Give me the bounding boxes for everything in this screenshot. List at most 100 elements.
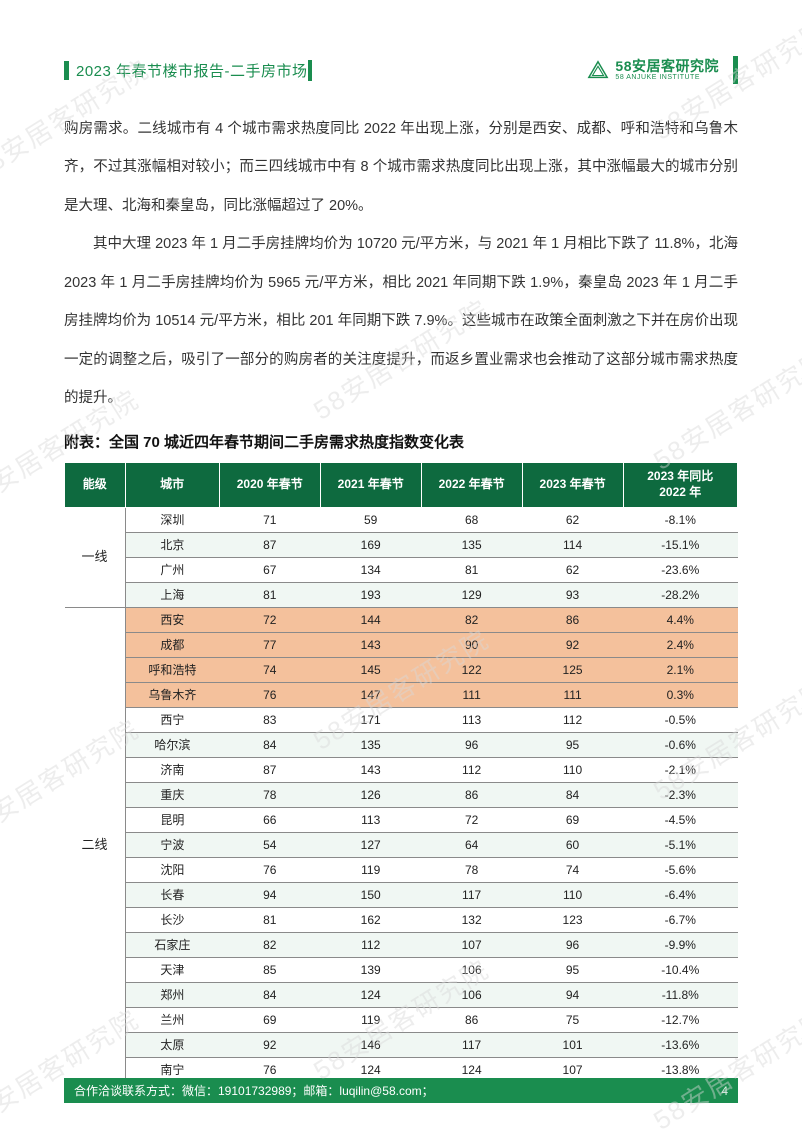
table-row: 广州671348162-23.6% bbox=[65, 557, 738, 582]
value-cell: 162 bbox=[320, 907, 421, 932]
value-cell: 62 bbox=[522, 557, 623, 582]
table-header: 能级 城市 2020 年春节 2021 年春节 2022 年春节 2023 年春… bbox=[65, 463, 738, 507]
value-cell: 76 bbox=[219, 857, 320, 882]
value-cell: 127 bbox=[320, 832, 421, 857]
value-cell: 114 bbox=[522, 532, 623, 557]
value-cell: 95 bbox=[522, 957, 623, 982]
value-cell: 124 bbox=[320, 982, 421, 1007]
value-cell: -13.6% bbox=[623, 1032, 737, 1057]
value-cell: -8.1% bbox=[623, 507, 737, 532]
value-cell: 119 bbox=[320, 1007, 421, 1032]
table-row: 重庆781268684-2.3% bbox=[65, 782, 738, 807]
value-cell: 112 bbox=[320, 932, 421, 957]
value-cell: 81 bbox=[421, 557, 522, 582]
value-cell: 85 bbox=[219, 957, 320, 982]
table-row: 西宁83171113112-0.5% bbox=[65, 707, 738, 732]
value-cell: 86 bbox=[522, 607, 623, 632]
city-cell: 郑州 bbox=[125, 982, 219, 1007]
footer-contact: 合作洽谈联系方式：微信：19101732989；邮箱：luqilin@58.co… bbox=[74, 1082, 434, 1099]
value-cell: 69 bbox=[219, 1007, 320, 1032]
value-cell: 92 bbox=[522, 632, 623, 657]
value-cell: 72 bbox=[421, 807, 522, 832]
value-cell: 2.4% bbox=[623, 632, 737, 657]
value-cell: 139 bbox=[320, 957, 421, 982]
brand-sub: 58 ANJUKE INSTITUTE bbox=[615, 74, 719, 81]
value-cell: 72 bbox=[219, 607, 320, 632]
value-cell: -10.4% bbox=[623, 957, 737, 982]
value-cell: 112 bbox=[421, 757, 522, 782]
brand-text: 58安居客研究院 58 ANJUKE INSTITUTE bbox=[615, 59, 719, 81]
table-row: 长沙81162132123-6.7% bbox=[65, 907, 738, 932]
table-row: 宁波541276460-5.1% bbox=[65, 832, 738, 857]
value-cell: 110 bbox=[522, 882, 623, 907]
value-cell: -0.6% bbox=[623, 732, 737, 757]
brand-main: 58安居客研究院 bbox=[615, 59, 719, 73]
value-cell: 132 bbox=[421, 907, 522, 932]
value-cell: 71 bbox=[219, 507, 320, 532]
value-cell: 143 bbox=[320, 757, 421, 782]
city-cell: 乌鲁木齐 bbox=[125, 682, 219, 707]
value-cell: 59 bbox=[320, 507, 421, 532]
footer-bar: 合作洽谈联系方式：微信：19101732989；邮箱：luqilin@58.co… bbox=[64, 1078, 738, 1103]
value-cell: 111 bbox=[421, 682, 522, 707]
col-yoy: 2023 年同比 2022 年 bbox=[623, 463, 737, 507]
value-cell: 82 bbox=[421, 607, 522, 632]
city-cell: 兰州 bbox=[125, 1007, 219, 1032]
value-cell: 90 bbox=[421, 632, 522, 657]
value-cell: 171 bbox=[320, 707, 421, 732]
city-cell: 呼和浩特 bbox=[125, 657, 219, 682]
value-cell: 107 bbox=[421, 932, 522, 957]
value-cell: 81 bbox=[219, 907, 320, 932]
table-row: 二线西安7214482864.4% bbox=[65, 607, 738, 632]
city-cell: 重庆 bbox=[125, 782, 219, 807]
page-footer: 合作洽谈联系方式：微信：19101732989；邮箱：luqilin@58.co… bbox=[0, 1078, 802, 1103]
col-2022: 2022 年春节 bbox=[421, 463, 522, 507]
city-cell: 石家庄 bbox=[125, 932, 219, 957]
value-cell: 82 bbox=[219, 932, 320, 957]
col-tier: 能级 bbox=[65, 463, 126, 507]
report-title: 2023 年春节楼市报告-二手房市场 bbox=[76, 60, 308, 81]
value-cell: -6.7% bbox=[623, 907, 737, 932]
city-cell: 太原 bbox=[125, 1032, 219, 1057]
value-cell: 4.4% bbox=[623, 607, 737, 632]
table-title: 附表：全国 70 城近四年春节期间二手房需求热度指数变化表 bbox=[64, 431, 738, 452]
city-cell: 沈阳 bbox=[125, 857, 219, 882]
value-cell: 76 bbox=[219, 682, 320, 707]
value-cell: 75 bbox=[522, 1007, 623, 1032]
value-cell: 96 bbox=[522, 932, 623, 957]
table-row: 一线深圳71596862-8.1% bbox=[65, 507, 738, 532]
value-cell: 77 bbox=[219, 632, 320, 657]
city-cell: 天津 bbox=[125, 957, 219, 982]
value-cell: 101 bbox=[522, 1032, 623, 1057]
brand-accent-bar bbox=[733, 56, 738, 84]
triangle-icon bbox=[587, 59, 609, 81]
city-cell: 长春 bbox=[125, 882, 219, 907]
value-cell: 93 bbox=[522, 582, 623, 607]
value-cell: 117 bbox=[421, 1032, 522, 1057]
value-cell: 60 bbox=[522, 832, 623, 857]
paragraph-1: 购房需求。二线城市有 4 个城市需求热度同比 2022 年出现上涨，分别是西安、… bbox=[64, 110, 738, 225]
city-cell: 北京 bbox=[125, 532, 219, 557]
value-cell: 144 bbox=[320, 607, 421, 632]
value-cell: -0.5% bbox=[623, 707, 737, 732]
paragraph-2: 其中大理 2023 年 1 月二手房挂牌均价为 10720 元/平方米，与 20… bbox=[64, 225, 738, 417]
table-row: 呼和浩特741451221252.1% bbox=[65, 657, 738, 682]
table-row: 沈阳761197874-5.6% bbox=[65, 857, 738, 882]
value-cell: 145 bbox=[320, 657, 421, 682]
value-cell: 117 bbox=[421, 882, 522, 907]
table-row: 济南87143112110-2.1% bbox=[65, 757, 738, 782]
value-cell: 119 bbox=[320, 857, 421, 882]
value-cell: -2.1% bbox=[623, 757, 737, 782]
header-accent-bar bbox=[64, 61, 69, 80]
value-cell: -9.9% bbox=[623, 932, 737, 957]
col-city: 城市 bbox=[125, 463, 219, 507]
value-cell: 67 bbox=[219, 557, 320, 582]
value-cell: -2.3% bbox=[623, 782, 737, 807]
value-cell: 86 bbox=[421, 1007, 522, 1032]
value-cell: 112 bbox=[522, 707, 623, 732]
col-2021: 2021 年春节 bbox=[320, 463, 421, 507]
table-row: 天津8513910695-10.4% bbox=[65, 957, 738, 982]
value-cell: 62 bbox=[522, 507, 623, 532]
value-cell: 86 bbox=[421, 782, 522, 807]
table-row: 兰州691198675-12.7% bbox=[65, 1007, 738, 1032]
